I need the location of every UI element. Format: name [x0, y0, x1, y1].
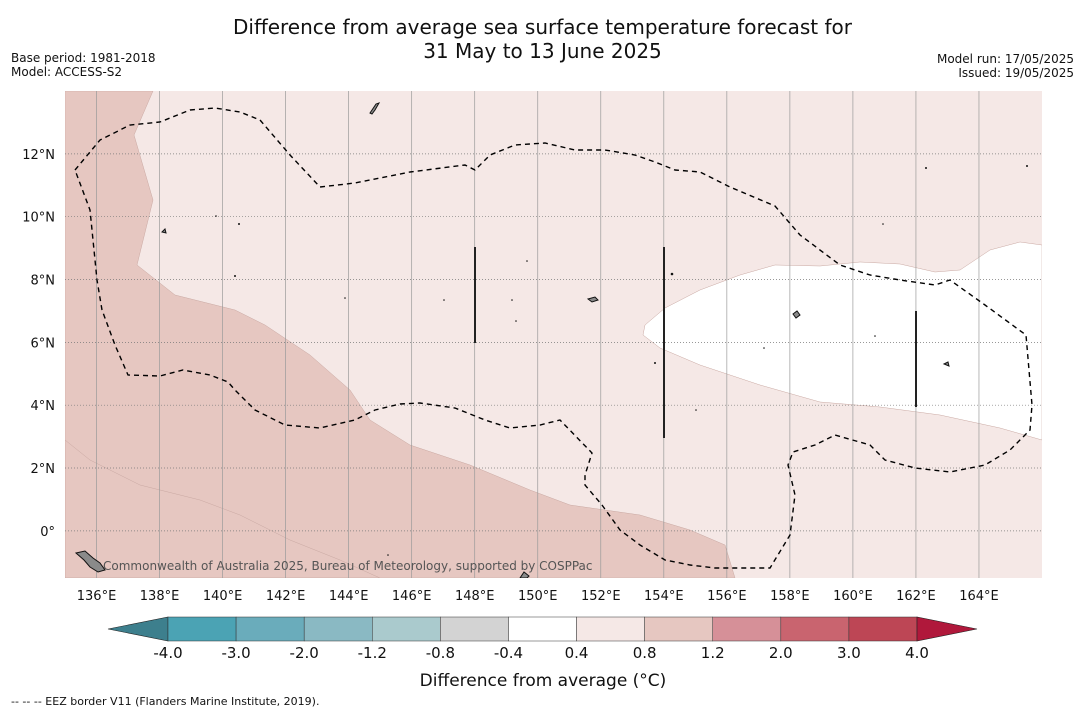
colorbar-tick-label: -4.0	[153, 644, 182, 662]
island-manus	[519, 571, 530, 578]
island-chuuk	[586, 296, 599, 303]
islet-2	[238, 223, 240, 225]
lat-label: 4°N	[31, 399, 56, 414]
base-period: Base period: 1981-2018	[11, 51, 156, 65]
islet-14	[882, 223, 884, 225]
eez-segments	[474, 247, 917, 438]
islet-8	[526, 260, 528, 262]
anomaly-band-warm	[65, 91, 736, 578]
islet-6	[511, 299, 513, 301]
lat-label: 8°N	[31, 274, 56, 289]
islet-3	[215, 215, 217, 217]
colorbar-swatch	[167, 616, 237, 642]
colorbar-tick-label: 0.4	[565, 644, 589, 662]
lon-label: 164°E	[959, 589, 999, 604]
islet-10	[654, 362, 656, 364]
copyright-notice: Commonwealth of Australia 2025, Bureau o…	[103, 559, 593, 573]
colorbar-under-arrow	[107, 616, 169, 642]
colorbar-swatch	[303, 616, 373, 642]
meta-right: Model run: 17/05/2025 Issued: 19/05/2025	[937, 52, 1074, 80]
islet-12	[763, 347, 765, 349]
colorbar-tick-label: -2.0	[290, 644, 319, 662]
lon-label: 160°E	[833, 589, 873, 604]
colorbar-tick-label: 0.8	[633, 644, 657, 662]
islet-16	[1026, 165, 1028, 167]
islands	[74, 102, 950, 578]
lat-label: 2°N	[31, 462, 56, 477]
islet-11	[695, 409, 697, 411]
colorbar-swatch	[372, 616, 441, 642]
model-name: Model: ACCESS-S2	[11, 65, 123, 79]
lon-label: 146°E	[392, 589, 432, 604]
island-ulithi	[161, 228, 167, 234]
island-guam	[369, 102, 381, 115]
islet-7	[515, 320, 517, 322]
colorbar: -4.0 -3.0 -2.0 -1.2 -0.8 -0.4 0.4 0.8 1.2 2.0 3.0 4…	[107, 616, 978, 662]
lat-label: 6°N	[31, 336, 56, 351]
lon-label: 142°E	[266, 589, 306, 604]
colorbar-swatch	[440, 616, 509, 642]
colorbar-swatch	[235, 616, 305, 642]
colorbar-tick-label: -1.2	[358, 644, 387, 662]
colorbar-over-arrow	[916, 616, 978, 642]
meta-left: Base period: 1981-2018 Model: ACCESS-S2	[11, 51, 156, 79]
map-title: Difference from average sea surface temp…	[0, 15, 1085, 63]
lon-label: 158°E	[770, 589, 810, 604]
lon-label: 156°E	[707, 589, 747, 604]
colorbar-tick-label: -0.4	[494, 644, 523, 662]
colorbar-swatch	[848, 616, 918, 642]
colorbar-tick-label: 1.2	[701, 644, 725, 662]
title-line-1: Difference from average sea surface temp…	[232, 15, 852, 39]
islet-5	[443, 299, 445, 301]
title-line-2: 31 May to 13 June 2025	[423, 39, 662, 63]
map-area: Commonwealth of Australia 2025, Bureau o…	[65, 91, 1042, 578]
lon-label: 148°E	[455, 589, 495, 604]
lat-label: 0°	[40, 525, 55, 540]
island-kosrae	[942, 361, 950, 367]
longitude-labels: 136°E 138°E 140°E 142°E 144°E 146°E 148°E 150°E…	[77, 589, 999, 604]
lon-label: 162°E	[896, 589, 936, 604]
colorbar-tick-label: -0.8	[426, 644, 455, 662]
lat-label: 12°N	[22, 148, 55, 163]
colorbar-tick-label: 3.0	[837, 644, 861, 662]
colorbar-swatch	[644, 616, 713, 642]
islet-13	[874, 335, 876, 337]
model-run: Model run: 17/05/2025	[936, 52, 1074, 66]
islet-15	[925, 167, 927, 169]
lat-label: 10°N	[22, 211, 55, 226]
lon-label: 138°E	[140, 589, 180, 604]
lon-label: 150°E	[518, 589, 558, 604]
colorbar-tick-label: 2.0	[769, 644, 793, 662]
eez-palau	[74, 107, 1033, 569]
colorbar-tick-label: 4.0	[905, 644, 929, 662]
tiny-islands	[215, 165, 1028, 556]
lon-label: 136°E	[77, 589, 117, 604]
colorbar-swatch	[576, 616, 645, 642]
island-pohnpei	[792, 310, 801, 319]
lon-label: 152°E	[581, 589, 621, 604]
colorbar-swatch	[508, 616, 577, 642]
colorbar-swatch	[712, 616, 782, 642]
eez-borders	[74, 107, 1033, 569]
colorbar-swatch	[780, 616, 850, 642]
eez-footnote: -- -- -- EEZ border V11 (Flanders Marine…	[11, 695, 320, 708]
latitude-labels: 12°N 10°N 8°N 6°N 4°N 2°N 0°	[22, 148, 55, 540]
islet-1	[234, 275, 236, 277]
issued-date: Issued: 19/05/2025	[958, 66, 1074, 80]
island-new-guinea-tip	[74, 550, 106, 573]
colorbar-tick-label: -3.0	[221, 644, 250, 662]
colorbar-title: Difference from average (°C)	[420, 671, 667, 691]
lon-label: 140°E	[203, 589, 243, 604]
islet-4	[344, 297, 346, 299]
islet-17	[387, 554, 389, 556]
lon-label: 154°E	[644, 589, 684, 604]
lon-label: 144°E	[329, 589, 369, 604]
islet-9	[670, 272, 674, 276]
